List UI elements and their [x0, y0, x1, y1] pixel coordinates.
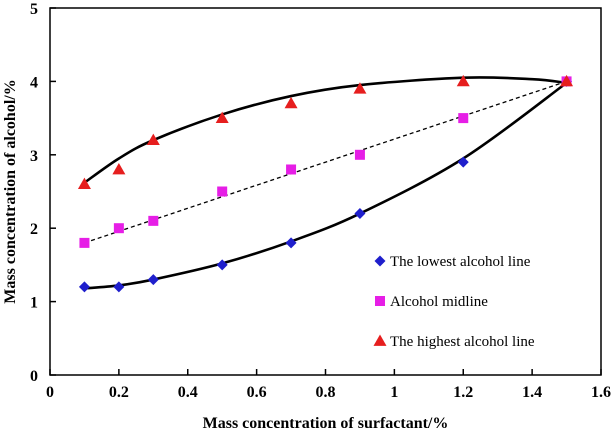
data-point-series-3: [560, 74, 574, 87]
y-axis-title: Mass concentration of alcohol/%: [2, 79, 19, 303]
x-tick-label: 0.6: [247, 384, 267, 401]
data-point-series-2: [458, 113, 469, 124]
data-point-series-2: [354, 149, 365, 160]
plot-frame: [49, 7, 602, 376]
y-tick-label: 5: [30, 1, 38, 18]
data-point-series-1: [78, 281, 90, 293]
legend: The lowest alcohol line Alcohol midline Th…: [373, 254, 535, 350]
axes: 0 0.2 0.4 0.6 0.8 1 1.2 1.4 1.6 0 1 2 3 4 5: [30, 1, 611, 401]
data-point-series-3: [112, 162, 126, 175]
legend-marker-series-3: [373, 334, 387, 346]
data-point-series-1: [113, 281, 125, 293]
x-tick-label: 1.4: [522, 384, 542, 401]
y-tick-label: 3: [30, 148, 38, 165]
y-tick-label: 4: [30, 74, 38, 91]
legend-marker-series-1: [374, 255, 386, 267]
data-point-series-3: [284, 96, 298, 109]
x-tick-label: 0.2: [109, 384, 129, 401]
data-point-series-3: [146, 133, 160, 145]
legend-label-series-2: Alcohol midline: [390, 294, 488, 310]
data-point-series-2: [148, 215, 159, 226]
data-point-series-3: [353, 82, 367, 94]
data-point-series-3: [215, 111, 229, 123]
fit-line-series-3: [83, 76, 567, 184]
x-tick-label: 1.6: [591, 384, 611, 401]
data-point-series-3: [456, 74, 470, 87]
data-point-series-2: [286, 164, 297, 175]
x-tick-label: 1: [390, 384, 398, 401]
y-tick-label: 1: [30, 295, 38, 312]
y-tick-label: 0: [30, 368, 38, 385]
data-point-series-2: [79, 237, 90, 248]
legend-label-series-3: The highest alcohol line: [390, 334, 535, 350]
data-point-series-1: [147, 274, 159, 286]
x-tick-label: 0.8: [316, 384, 336, 401]
x-axis-title: Mass concentration of surfactant/%: [203, 415, 449, 432]
data-point-series-3: [77, 177, 91, 190]
x-tick-label: 0.4: [178, 384, 198, 401]
data-point-series-2: [113, 223, 124, 234]
data-markers: [77, 74, 574, 293]
data-point-series-2: [217, 186, 228, 197]
data-point-series-1: [285, 237, 297, 249]
data-point-series-1: [354, 208, 366, 220]
legend-marker-series-2: [375, 296, 385, 306]
x-tick-label: 1.2: [453, 384, 473, 401]
y-tick-label: 2: [30, 221, 38, 238]
data-point-series-1: [216, 259, 228, 271]
legend-label-series-1: The lowest alcohol line: [390, 254, 531, 270]
fit-line-series-2: [84, 80, 567, 244]
x-tick-label: 0: [46, 384, 54, 401]
data-point-series-1: [457, 156, 469, 168]
